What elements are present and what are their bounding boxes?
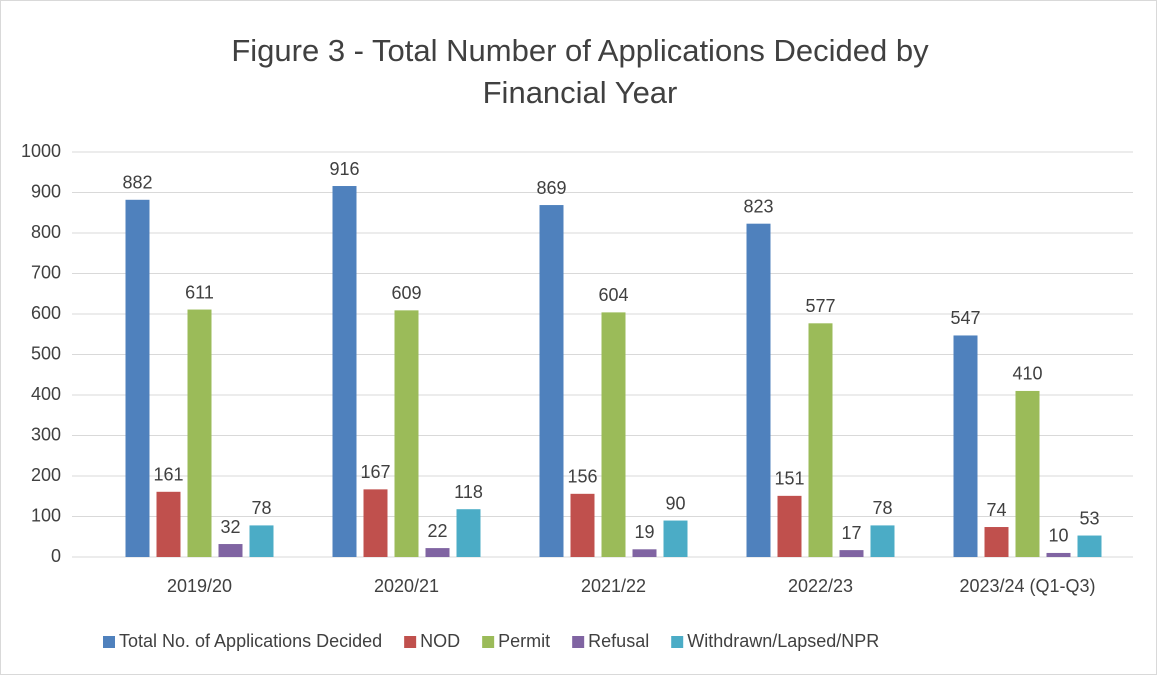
y-tick-label: 600 <box>31 303 61 323</box>
bar <box>125 199 150 558</box>
bar <box>187 309 212 557</box>
legend-swatch <box>671 636 684 648</box>
data-label: 10 <box>1048 526 1068 546</box>
data-label: 882 <box>122 173 152 193</box>
data-label: 604 <box>598 285 628 305</box>
bar <box>218 544 243 557</box>
legend-label: Total No. of Applications Decided <box>119 631 382 651</box>
y-tick-label: 200 <box>31 465 61 485</box>
bar <box>456 509 481 557</box>
bar <box>663 520 688 557</box>
legend-label: Permit <box>498 631 550 651</box>
bar <box>953 335 978 557</box>
bar <box>332 186 357 557</box>
data-label: 916 <box>329 159 359 179</box>
bar <box>1046 552 1071 557</box>
legend-swatch <box>404 636 417 648</box>
y-tick-label: 0 <box>51 546 61 566</box>
bar <box>808 323 833 557</box>
bar <box>363 489 388 557</box>
bar <box>984 527 1009 557</box>
bar <box>777 495 802 557</box>
data-label: 78 <box>872 498 892 518</box>
data-label: 611 <box>185 282 214 302</box>
y-tick-label: 900 <box>31 181 61 201</box>
bar <box>394 310 419 557</box>
data-label: 609 <box>391 283 421 303</box>
bar <box>425 548 450 557</box>
legend-label: Withdrawn/Lapsed/NPR <box>687 631 879 651</box>
legend-label: Refusal <box>588 631 649 651</box>
data-label: 167 <box>360 462 390 482</box>
data-label: 90 <box>665 493 685 513</box>
x-tick-label: 2022/23 <box>788 576 853 596</box>
data-label: 161 <box>153 465 183 485</box>
bar <box>570 493 595 557</box>
data-label: 53 <box>1079 508 1099 528</box>
y-tick-label: 800 <box>31 222 61 242</box>
y-tick-label: 400 <box>31 384 61 404</box>
x-tick-label: 2023/24 (Q1-Q3) <box>959 576 1095 596</box>
bar <box>601 312 626 557</box>
legend-label: NOD <box>420 631 460 651</box>
bar <box>539 205 564 557</box>
data-label: 151 <box>774 469 804 489</box>
data-label: 17 <box>841 523 861 543</box>
legend-swatch <box>572 636 585 648</box>
y-tick-label: 300 <box>31 424 61 444</box>
data-label: 32 <box>220 517 240 537</box>
y-tick-label: 1000 <box>21 141 61 161</box>
bar <box>632 549 657 557</box>
legend-swatch <box>103 636 115 648</box>
data-label: 577 <box>805 296 835 316</box>
bar <box>839 550 864 557</box>
bar <box>746 223 771 557</box>
data-label: 19 <box>634 522 654 542</box>
data-label: 823 <box>743 196 773 216</box>
x-tick-label: 2019/20 <box>167 576 232 596</box>
data-label: 22 <box>427 521 447 541</box>
legend-swatch <box>482 636 495 648</box>
data-label: 74 <box>986 500 1006 520</box>
y-tick-label: 700 <box>31 262 61 282</box>
bar <box>1077 535 1102 557</box>
chart-title: Figure 3 - Total Number of Applications … <box>231 33 929 110</box>
bar <box>156 491 181 557</box>
data-label: 118 <box>454 482 483 502</box>
x-tick-label: 2020/21 <box>374 576 439 596</box>
data-label: 410 <box>1012 364 1042 384</box>
bar <box>249 525 274 557</box>
x-tick-label: 2021/22 <box>581 576 646 596</box>
bar <box>1015 390 1040 557</box>
data-label: 869 <box>536 178 566 198</box>
data-label: 78 <box>251 498 271 518</box>
data-label: 156 <box>567 467 597 487</box>
y-tick-label: 500 <box>31 343 61 363</box>
bar <box>870 525 895 557</box>
y-tick-label: 100 <box>31 505 61 525</box>
data-label: 547 <box>950 308 980 328</box>
